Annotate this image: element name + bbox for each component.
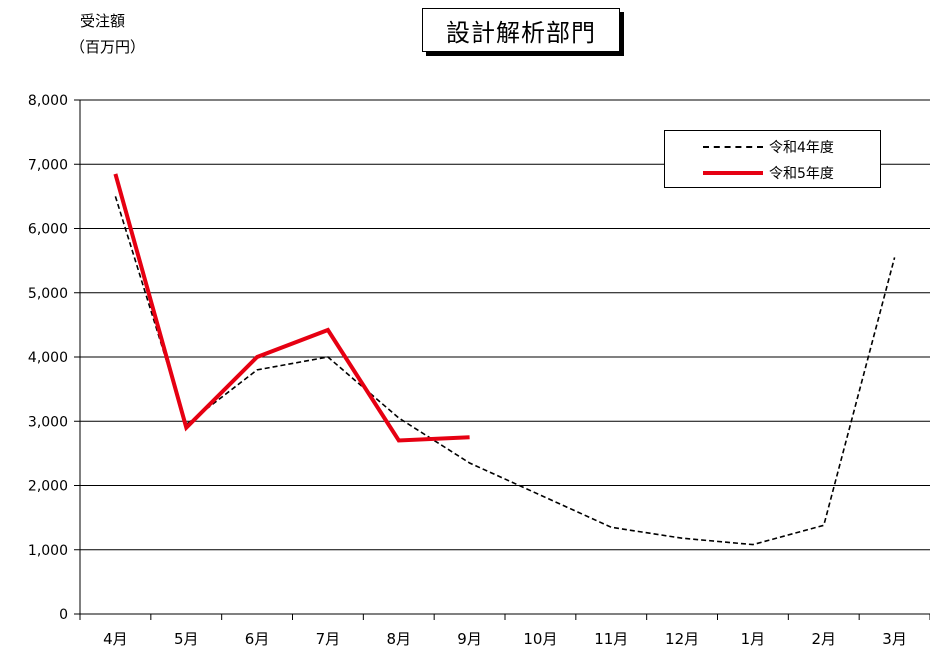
legend-swatch-series2 — [703, 171, 763, 175]
xtick-label-11: 2月 — [811, 630, 836, 648]
xtick-label-3: 6月 — [245, 630, 270, 648]
xtick-label-10: 1月 — [741, 630, 766, 648]
axes — [74, 99, 930, 620]
ytick-label-8000: 8,000 — [28, 93, 68, 109]
legend-item-series2: 令和5年度 — [665, 161, 880, 185]
xtick-label-5: 8月 — [386, 630, 411, 648]
ytick-label-6000: 6,000 — [28, 222, 68, 238]
series-line-1 — [114, 196, 896, 546]
tick-labels: 0 1,000 2,000 3,000 4,000 5,000 6,000 7,000 8,00… — [28, 93, 907, 648]
series-lines — [113, 173, 896, 546]
xtick-label-12: 3月 — [882, 630, 907, 648]
ytick-label-2000: 2,000 — [28, 479, 68, 495]
ytick-label-3000: 3,000 — [28, 414, 68, 430]
xtick-label-7: 10月 — [523, 630, 557, 648]
ytick-label-4000: 4,000 — [28, 350, 68, 366]
series-line-2 — [113, 173, 470, 443]
xtick-label-9: 12月 — [665, 630, 699, 648]
xtick-label-1: 4月 — [103, 630, 128, 648]
ytick-label-7000: 7,000 — [28, 157, 68, 173]
y-axis-unit-line1: 受注額 — [80, 12, 126, 30]
xtick-label-8: 11月 — [594, 630, 628, 648]
xtick-label-4: 7月 — [316, 630, 341, 648]
legend-label-series1: 令和4年度 — [769, 140, 834, 156]
legend-swatch-series1 — [703, 146, 763, 148]
chart-title: 設計解析部門 — [422, 8, 620, 52]
legend-label-series2: 令和5年度 — [769, 166, 834, 182]
ytick-label-5000: 5,000 — [28, 286, 68, 302]
legend-item-series1: 令和4年度 — [665, 135, 880, 159]
ytick-label-0: 0 — [59, 607, 68, 623]
xtick-label-2: 5月 — [174, 630, 199, 648]
xtick-label-6: 9月 — [457, 630, 482, 648]
grid-lines — [80, 99, 930, 551]
ytick-label-1000: 1,000 — [28, 543, 68, 559]
legend: 令和4年度 令和5年度 — [664, 130, 881, 188]
y-axis-unit-line2: （百万円） — [70, 38, 146, 56]
